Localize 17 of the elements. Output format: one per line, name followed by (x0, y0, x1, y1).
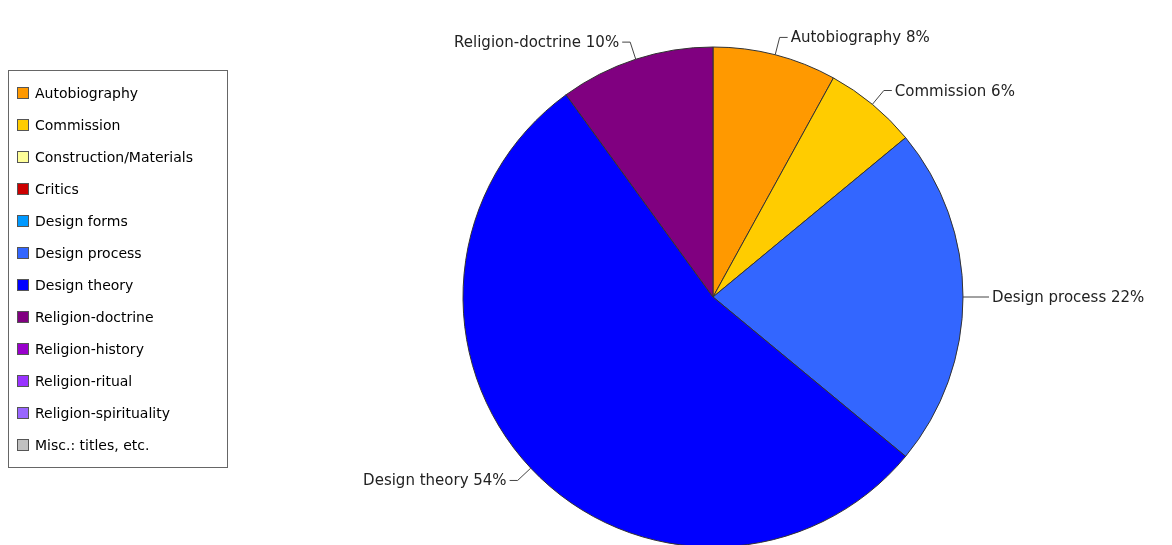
data-label: Commission 6% (894, 81, 1015, 100)
legend-label: Critics (35, 181, 79, 197)
legend-label: Religion-spirituality (35, 405, 170, 421)
legend-label: Design process (35, 245, 142, 261)
data-label: Design process 22% (992, 288, 1145, 306)
legend-label: Autobiography (35, 85, 139, 101)
data-label: Design theory 54% (363, 471, 507, 490)
legend-label: Religion-history (35, 341, 144, 357)
data-label: Autobiography 8% (790, 28, 930, 47)
legend-label: Design theory (35, 277, 134, 293)
legend-label: Misc.: titles, etc. (35, 437, 150, 453)
data-label: Religion-doctrine 10% (454, 33, 620, 52)
legend-label: Design forms (35, 213, 128, 229)
legend-label: Commission (35, 117, 121, 133)
legend-label: Religion-ritual (35, 373, 133, 389)
legend-label: Construction/Materials (35, 149, 194, 165)
legend-label: Religion-doctrine (35, 309, 154, 325)
